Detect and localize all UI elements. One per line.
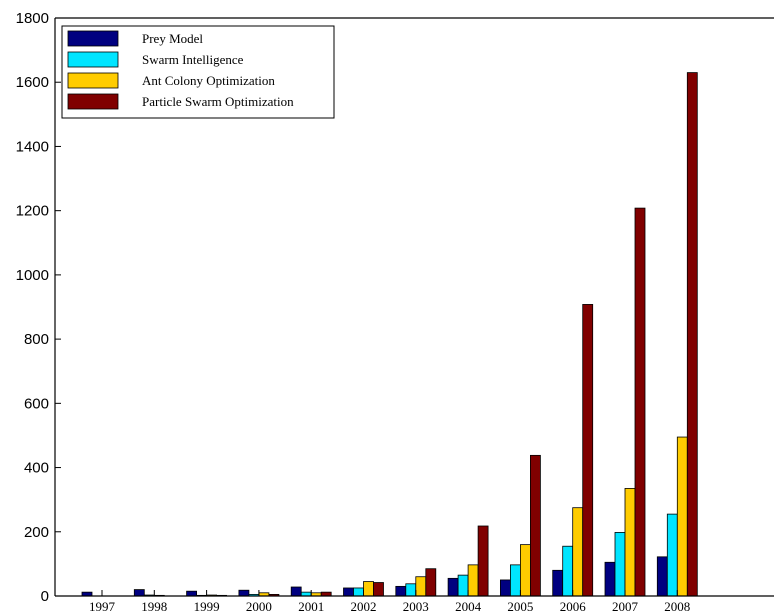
x-tick-label-2008: 2008 (664, 599, 690, 614)
bar-2003-3 (415, 576, 427, 597)
x-tick-label-2005: 2005 (507, 599, 533, 614)
legend-swatch-2 (67, 51, 119, 68)
y-tick-label-1400: 1400 (16, 138, 49, 155)
bar-2003-4 (425, 568, 437, 597)
bar-1998-1 (133, 589, 145, 597)
y-tick-label-0: 0 (41, 588, 49, 605)
y-tick-label-1000: 1000 (16, 267, 49, 284)
legend: Prey Model Swarm Intelligence Ant Colony O… (61, 25, 335, 119)
x-tick-label-2006: 2006 (560, 599, 587, 614)
y-tick-label-200: 200 (24, 524, 49, 541)
bar-2008-3 (676, 436, 688, 597)
bar-2007-4 (634, 207, 646, 597)
legend-label-3: Ant Colony Optimization (142, 73, 275, 88)
bar-2002-4 (373, 582, 384, 597)
bar-2006-2 (562, 545, 574, 597)
x-tick-label-1998: 1998 (141, 599, 167, 614)
bar-2005-4 (530, 454, 541, 597)
bar-1999-1 (186, 590, 198, 597)
bar-2003-1 (395, 585, 407, 597)
bar-2001-1 (290, 586, 302, 597)
x-tick-label-1999: 1999 (194, 599, 220, 614)
legend-label-4: Particle Swarm Optimization (142, 94, 294, 109)
y-tick-label-1200: 1200 (16, 203, 49, 220)
y-tick-label-800: 800 (24, 331, 49, 348)
y-tick-label-600: 600 (24, 395, 49, 412)
x-tick-label-2007: 2007 (612, 599, 639, 614)
bar-2007-3 (624, 488, 636, 597)
bar-2004-4 (477, 525, 489, 597)
y-tick-label-400: 400 (24, 460, 49, 477)
bar-2007-2 (614, 532, 626, 597)
bar-2006-3 (572, 507, 584, 597)
legend-swatch-4 (67, 93, 119, 110)
bar-2006-4 (582, 304, 594, 597)
bar-2000-1 (238, 589, 250, 597)
legend-swatch-3 (67, 72, 119, 89)
bar-2002-2 (353, 587, 364, 597)
legend-label-2: Swarm Intelligence (142, 52, 244, 67)
x-tick-label-2003: 2003 (403, 599, 429, 614)
x-tick-label-2004: 2004 (455, 599, 482, 614)
axes-group: 1997 1998 1999 2000 2001 2002 2003 2004 2005 2006… (16, 10, 774, 614)
bar-2004-1 (447, 577, 459, 597)
bar-2006-1 (552, 569, 564, 597)
legend-swatch-1 (67, 30, 119, 47)
bar-2005-1 (499, 579, 511, 597)
x-tick-label-2000: 2000 (246, 599, 272, 614)
x-tick-label-1997: 1997 (89, 599, 116, 614)
bar-2008-1 (656, 556, 668, 597)
bar-2007-1 (604, 561, 616, 597)
bar-2005-3 (520, 544, 531, 597)
y-tick-label-1600: 1600 (16, 74, 49, 91)
bar-2002-1 (343, 587, 354, 597)
bar-2008-2 (666, 513, 678, 597)
bar-2005-2 (509, 564, 521, 597)
bar-2004-3 (467, 564, 479, 597)
y-tick-label-1800: 1800 (16, 10, 49, 27)
legend-label-1: Prey Model (142, 31, 203, 46)
bar-2003-2 (405, 583, 417, 597)
x-tick-label-2001: 2001 (298, 599, 324, 614)
bar-2004-2 (457, 574, 469, 597)
bar-2002-3 (363, 581, 374, 597)
x-tick-label-2002: 2002 (351, 599, 377, 614)
bar-2008-4 (686, 72, 698, 597)
